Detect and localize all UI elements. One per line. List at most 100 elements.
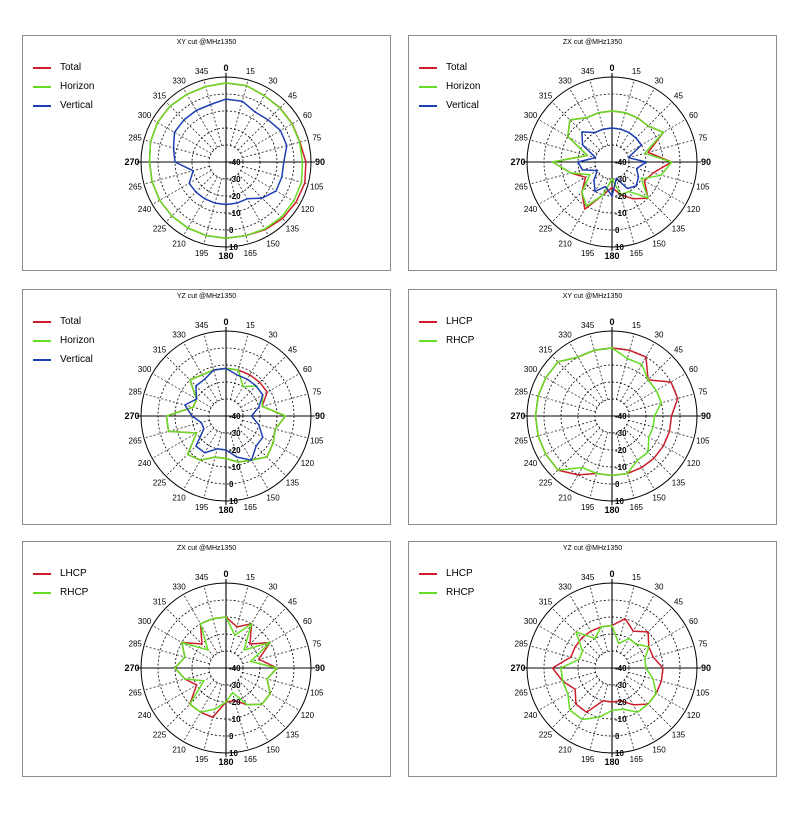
series-line [172,98,288,206]
angle-tick-label: 240 [138,711,152,720]
angular-grid-spoke [203,432,222,499]
polar-plot: -40 -30 -20 -10 0 10 0 15 30 45 60 75 90 105 120 135 150… [510,63,711,261]
angle-tick-label: 270 [124,157,139,167]
angle-tick-label: 180 [604,505,619,515]
angle-tick-label: 240 [524,711,538,720]
angle-tick-label: 60 [689,111,698,120]
angle-tick-label: 0 [609,317,614,327]
radius-tick-label: 0 [229,732,234,741]
angle-tick-label: 240 [524,459,538,468]
radius-tick-label: -40 [229,412,241,421]
legend-swatch [419,591,437,594]
angular-grid-spoke [183,342,218,402]
angle-tick-label: 210 [558,239,572,248]
angular-grid-spoke [183,176,218,236]
legend-label: Vertical [446,100,479,111]
angular-grid-spoke [240,424,300,459]
angle-tick-label: 300 [138,617,152,626]
angle-tick-label: 345 [195,573,209,582]
angle-tick-label: 315 [153,598,167,607]
angle-tick-label: 265 [129,436,143,445]
angle-tick-label: 300 [138,111,152,120]
angle-tick-label: 0 [609,569,614,579]
angular-grid-spoke [538,424,598,459]
legend: LHCP RHCP [33,564,88,602]
angular-grid-spoke [234,88,269,148]
angle-tick-label: 90 [315,157,325,167]
angle-tick-label: 30 [655,331,664,340]
angle-tick-label: 225 [153,224,167,233]
radius-tick-label: -30 [615,429,627,438]
angular-grid-spoke [242,139,309,158]
angle-tick-label: 265 [129,182,143,191]
polar-plot: -40 -30 -20 -10 0 10 0 15 30 45 60 75 90 105 120 135 150… [124,63,325,261]
angular-grid-spoke [237,607,287,657]
angular-grid-spoke [143,420,210,439]
angular-grid-spoke [203,79,222,146]
angular-grid-spoke [628,139,695,158]
angle-tick-label: 165 [630,249,644,258]
legend-swatch [419,66,437,69]
legend-label: Horizon [446,81,481,92]
angular-grid-spoke [230,79,249,146]
angle-tick-label: 15 [246,573,255,582]
radius-tick-label: 10 [229,243,238,252]
angle-tick-label: 75 [312,640,321,649]
angular-grid-spoke [242,166,309,185]
angle-tick-label: 180 [604,757,619,767]
radius-tick-label: -30 [229,681,241,690]
angle-tick-label: 195 [581,503,595,512]
angular-grid-spoke [240,373,300,408]
radius-tick-label: -10 [615,209,627,218]
angular-grid-spoke [230,585,249,652]
radius-tick-label: -40 [229,158,241,167]
angle-tick-label: 150 [266,745,280,754]
angular-grid-spoke [616,178,635,245]
angular-grid-spoke [626,170,686,205]
angular-grid-spoke [529,645,596,664]
chart-title: XY cut @MHz1350 [562,293,623,300]
angle-tick-label: 90 [701,663,711,673]
legend-item: RHCP [419,331,474,350]
legend-item: Vertical [33,96,94,115]
angular-grid-spoke [616,333,635,400]
chart-title: ZX cut @MHz1350 [176,545,237,552]
angle-tick-label: 45 [674,92,683,101]
series-line [174,616,278,713]
angle-tick-label: 105 [310,688,324,697]
angle-tick-label: 285 [129,388,143,397]
angle-tick-label: 330 [172,583,186,592]
radius-tick-label: 10 [229,497,238,506]
legend-item: Total [419,58,480,77]
angular-grid-spoke [551,173,601,223]
angular-grid-spoke [628,420,695,439]
angular-grid-spoke [589,178,608,245]
radius-tick-label: -20 [229,446,241,455]
legend-item: LHCP [33,564,88,583]
legend-swatch [419,572,437,575]
angle-tick-label: 210 [172,745,186,754]
legend: Total Horizon Vertical [33,312,94,369]
angle-tick-label: 45 [288,92,297,101]
angle-tick-label: 120 [301,459,315,468]
angular-grid-spoke [237,101,287,151]
radius-tick-label: -40 [615,664,627,673]
angle-tick-label: 75 [698,134,707,143]
angular-grid-spoke [551,607,601,657]
angle-tick-label: 60 [689,617,698,626]
legend-swatch [33,572,51,575]
legend-swatch [419,320,437,323]
legend-label: Vertical [60,354,93,365]
angle-tick-label: 120 [301,205,315,214]
angle-tick-label: 60 [303,617,312,626]
polar-chart-panel: -40 -30 -20 -10 0 10 0 15 30 45 60 75 90 105 120 135 150… [408,541,777,777]
radius-tick-label: -20 [615,698,627,707]
angle-tick-label: 105 [696,688,710,697]
angle-tick-label: 240 [138,205,152,214]
series-line [184,367,264,461]
angular-grid-spoke [237,427,287,477]
legend-label: Total [446,62,468,73]
angular-grid-spoke [616,684,635,751]
angle-tick-label: 195 [195,755,209,764]
angular-grid-spoke [626,119,686,154]
